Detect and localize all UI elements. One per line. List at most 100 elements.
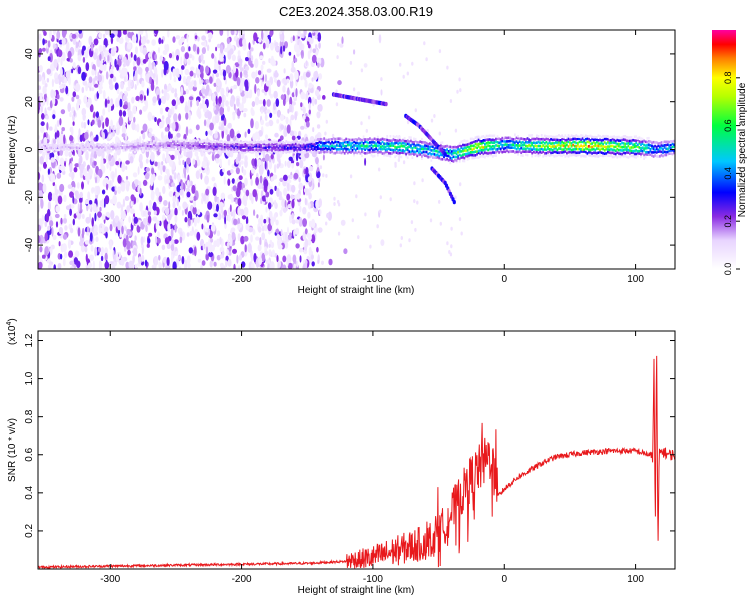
spectrogram-cell <box>117 186 122 194</box>
spectrogram-cell <box>364 212 367 217</box>
spectrogram-cell <box>268 243 271 248</box>
spectrogram-cell <box>67 143 70 147</box>
spectrogram-cell <box>93 172 97 178</box>
spectrogram-cell <box>153 210 157 216</box>
spectrogram-cell <box>42 183 47 193</box>
spectrogram-cell <box>315 157 319 165</box>
spectrogram-cell <box>317 138 319 141</box>
spectrogram-cell <box>77 146 80 150</box>
spectrogram-cell <box>666 143 669 146</box>
spectrogram-cell <box>299 144 302 147</box>
spectrogram-cell <box>597 155 600 158</box>
spectrogram-cell <box>356 144 359 148</box>
spectrogram-cell <box>52 139 57 144</box>
spectrogram-cell <box>479 146 482 150</box>
spectrogram-cell <box>595 151 598 155</box>
spectrogram-cell <box>406 148 409 152</box>
spectrogram-cell <box>564 144 567 148</box>
spectrogram-cell <box>580 134 582 137</box>
spectrogram-cell <box>651 141 653 144</box>
spectrogram-cell <box>219 158 222 168</box>
spectrogram-cell <box>194 149 196 152</box>
spectrogram-cell <box>551 135 554 139</box>
spectrogram-cell <box>132 143 135 147</box>
spectrogram-cell <box>311 77 314 82</box>
spectrogram-cell <box>430 118 434 123</box>
spectrogram-cell <box>62 258 66 267</box>
spectrogram-cell <box>510 150 513 153</box>
spectrogram-cell <box>558 153 560 156</box>
spectrogram-cell <box>187 141 190 145</box>
spectrogram-cell <box>318 138 321 141</box>
spectrogram-cell <box>410 152 412 156</box>
spectrogram-cell <box>446 154 448 158</box>
spectrogram-cell <box>455 155 458 159</box>
spectrogram-cell <box>279 209 283 217</box>
spectrogram-cell <box>38 85 41 90</box>
spectrogram-cell <box>115 127 120 136</box>
spectrogram-cell <box>252 144 255 147</box>
spectrogram-cell <box>266 99 271 107</box>
spectrogram-cell <box>261 146 264 150</box>
spectrogram-cell <box>81 48 85 56</box>
spectrogram-cell <box>161 161 164 166</box>
spectrogram-cell <box>547 145 549 148</box>
spectrogram-cell <box>74 250 80 258</box>
spectrogram-cell <box>376 138 379 141</box>
spectrogram-cell <box>179 235 183 244</box>
spectrogram-cell <box>138 40 142 47</box>
spectrogram-cell <box>216 149 218 152</box>
spectrogram-cell <box>387 151 390 155</box>
spectrogram-cell <box>173 76 177 83</box>
spectrogram-cell <box>291 140 294 144</box>
spectrogram-cell <box>208 251 214 258</box>
spectrogram-cell <box>566 148 568 151</box>
spectrogram-cell <box>242 141 245 144</box>
spectrogram-cell <box>157 138 160 142</box>
spectrogram-cell <box>496 137 499 141</box>
spectrogram-cell <box>44 146 47 150</box>
spectrogram-cell <box>113 46 117 53</box>
spectrogram-cell <box>112 76 117 82</box>
spectrogram-cell <box>291 212 295 220</box>
spectrogram-cell <box>260 79 263 87</box>
spectrogram-cell <box>93 78 96 85</box>
spectrogram-cell <box>578 153 581 157</box>
spectrogram-cell <box>491 144 494 148</box>
spectrogram-cell <box>313 145 316 149</box>
spectrogram-cell <box>110 210 115 220</box>
spectrogram-cell <box>38 74 42 82</box>
spectrogram-cell <box>302 218 307 227</box>
spectrogram-cell <box>250 178 253 186</box>
spectrogram-cell <box>315 148 318 152</box>
spectrogram-cell <box>95 134 99 142</box>
spectrogram-cell <box>647 146 650 150</box>
spectrogram-cell <box>273 102 276 111</box>
spectrogram-cell <box>225 64 231 74</box>
spectrogram-cell <box>551 145 554 148</box>
spectrogram-cell <box>79 155 83 165</box>
spectrogram-cell <box>408 140 411 143</box>
spectrogram-cell <box>216 145 218 148</box>
spectrogram-cell <box>323 142 326 145</box>
spectrogram-cell <box>629 139 631 143</box>
spectrogram-cell <box>186 33 189 43</box>
spectrogram-cell <box>115 147 117 151</box>
spectrogram-cell <box>406 146 409 149</box>
spectrogram-cell <box>52 97 56 106</box>
spectrogram-cell <box>57 262 62 269</box>
spectrogram-cell <box>289 73 294 82</box>
spectrogram-cell <box>38 65 43 73</box>
spectrogram-cell <box>657 148 660 152</box>
spectrogram-cell <box>186 141 188 145</box>
spectrogram-cell <box>101 189 106 195</box>
spectrogram-cell <box>151 147 154 150</box>
spectrogram-cell <box>335 148 338 151</box>
spectrogram-cell <box>376 135 379 139</box>
spectrogram-cell <box>335 102 339 107</box>
spectrogram-cell <box>188 96 194 101</box>
spectrogram-cell <box>235 157 239 165</box>
spectrogram-cell <box>367 151 370 154</box>
spectrogram-cell <box>222 150 225 153</box>
spectrogram-cell <box>630 139 633 142</box>
